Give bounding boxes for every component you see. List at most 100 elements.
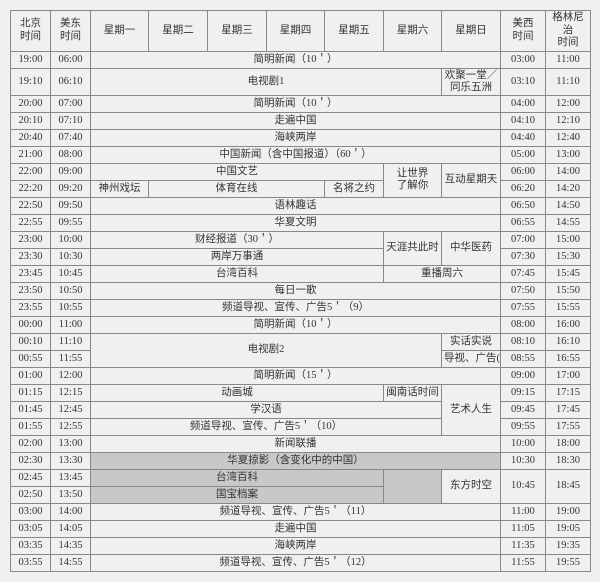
time-beijing: 19:10 [11,68,51,95]
time-us-east: 13:30 [51,452,91,469]
program-cell: 频道导视、宣传、广告5＇（11） [91,503,501,520]
time-us-east: 11:55 [51,350,91,367]
time-beijing: 03:35 [11,537,51,554]
time-us-east: 06:10 [51,68,91,95]
time-us-west: 09:55 [501,418,546,435]
time-beijing: 20:00 [11,95,51,112]
time-us-west: 08:00 [501,316,546,333]
time-greenwich: 12:10 [546,112,591,129]
program-cell: 台湾百科 [91,469,384,486]
time-us-west: 09:45 [501,401,546,418]
time-beijing: 01:00 [11,367,51,384]
program-cell: 新闻联播 [91,435,501,452]
time-beijing: 21:00 [11,146,51,163]
time-beijing: 02:00 [11,435,51,452]
schedule-row: 01:5512:55频道导视、宣传、广告5＇（10）09:5517:55 [11,418,591,435]
schedule-row: 19:0006:00简明新闻（10＇）03:0011:00 [11,51,591,68]
time-greenwich: 16:00 [546,316,591,333]
program-cell: 东方时空 [442,469,501,503]
schedule-row: 00:1011:10电视剧2实话实说08:1016:10 [11,333,591,350]
time-us-west: 07:45 [501,265,546,282]
time-beijing: 01:55 [11,418,51,435]
program-cell: 每日一歌 [91,282,501,299]
time-us-west: 08:10 [501,333,546,350]
col-header-day-3: 星期四 [267,11,325,52]
schedule-row: 20:0007:00简明新闻（10＇）04:0012:00 [11,95,591,112]
time-beijing: 23:55 [11,299,51,316]
col-header-beijing: 北京时间 [11,11,51,52]
program-cell: 中华医药 [442,231,501,265]
time-greenwich: 16:10 [546,333,591,350]
time-beijing: 01:45 [11,401,51,418]
program-cell: 简明新闻（10＇） [91,95,501,112]
time-us-west: 09:00 [501,367,546,384]
time-us-west: 07:50 [501,282,546,299]
time-greenwich: 15:00 [546,231,591,248]
col-header-us-east: 美东时间 [51,11,91,52]
time-greenwich: 17:55 [546,418,591,435]
time-us-east: 11:10 [51,333,91,350]
time-us-west: 10:45 [501,469,546,503]
time-us-east: 07:00 [51,95,91,112]
time-beijing: 03:55 [11,554,51,571]
time-us-west: 07:00 [501,231,546,248]
time-us-east: 14:05 [51,520,91,537]
program-cell: 台湾百科 [91,265,384,282]
time-greenwich: 15:50 [546,282,591,299]
time-us-west: 04:40 [501,129,546,146]
program-cell: 简明新闻（10＇） [91,316,501,333]
time-beijing: 20:40 [11,129,51,146]
schedule-table: 北京时间美东时间星期一星期二星期三星期四星期五星期六星期日美西时间格林尼治时间1… [10,10,591,572]
program-cell: 重播周六 [384,265,501,282]
program-cell: 欢聚一堂／同乐五洲 [442,68,501,95]
time-beijing: 22:00 [11,163,51,180]
schedule-row: 20:1007:10走遍中国04:1012:10 [11,112,591,129]
time-us-west: 06:00 [501,163,546,180]
time-us-east: 07:10 [51,112,91,129]
program-cell: 走遍中国 [91,520,501,537]
time-us-west: 09:15 [501,384,546,401]
schedule-row: 23:5510:55频道导视、宣传、广告5＇（9）07:5515:55 [11,299,591,316]
time-greenwich: 11:10 [546,68,591,95]
time-us-west: 07:55 [501,299,546,316]
program-cell [384,469,442,503]
time-us-east: 06:00 [51,51,91,68]
program-cell: 频道导视、宣传、广告5＇（9） [91,299,501,316]
time-us-east: 12:45 [51,401,91,418]
time-greenwich: 18:45 [546,469,591,503]
time-greenwich: 19:35 [546,537,591,554]
time-us-east: 10:45 [51,265,91,282]
time-greenwich: 11:00 [546,51,591,68]
time-greenwich: 18:30 [546,452,591,469]
program-cell: 国宝档案 [91,486,384,503]
time-us-east: 13:45 [51,469,91,486]
program-cell: 名将之约 [325,180,384,197]
time-us-west: 04:10 [501,112,546,129]
time-us-west: 06:20 [501,180,546,197]
time-beijing: 00:10 [11,333,51,350]
time-beijing: 22:50 [11,197,51,214]
schedule-row: 22:5509:55华夏文明06:5514:55 [11,214,591,231]
time-greenwich: 15:30 [546,248,591,265]
time-greenwich: 12:40 [546,129,591,146]
time-us-west: 10:30 [501,452,546,469]
program-cell: 电视剧1 [91,68,442,95]
program-cell: 电视剧2 [91,333,442,367]
time-us-west: 06:55 [501,214,546,231]
time-us-east: 14:55 [51,554,91,571]
schedule-row: 22:5009:50语林趣话06:5014:50 [11,197,591,214]
time-us-west: 06:50 [501,197,546,214]
time-us-west: 07:30 [501,248,546,265]
time-us-west: 05:00 [501,146,546,163]
time-greenwich: 14:20 [546,180,591,197]
schedule-row: 00:0011:00简明新闻（10＇）08:0016:00 [11,316,591,333]
time-greenwich: 19:55 [546,554,591,571]
time-us-east: 10:30 [51,248,91,265]
time-us-east: 12:55 [51,418,91,435]
time-greenwich: 13:00 [546,146,591,163]
col-header-day-6: 星期日 [442,11,501,52]
col-header-us-west: 美西时间 [501,11,546,52]
time-beijing: 23:30 [11,248,51,265]
program-cell: 互动星期天 [442,163,501,197]
time-us-east: 10:50 [51,282,91,299]
